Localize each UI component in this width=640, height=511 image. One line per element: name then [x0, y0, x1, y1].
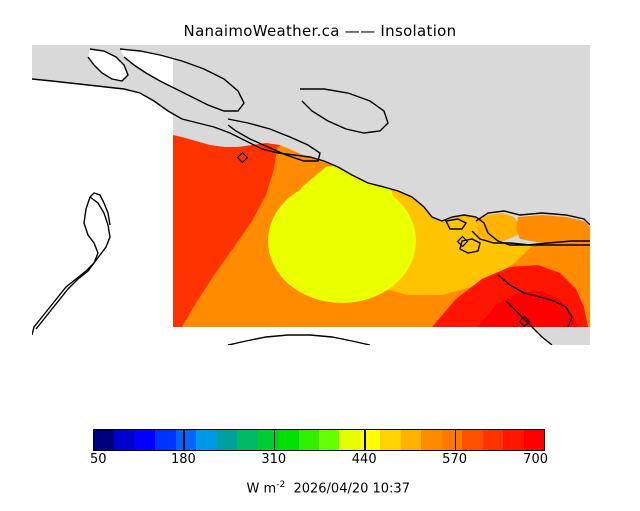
colorbar-tick-310	[273, 429, 276, 451]
coastline-inlet-arm	[227, 118, 321, 162]
colorbar-swatch-21	[523, 430, 544, 450]
inlet-north-west	[88, 49, 128, 81]
colorbar-tick-180	[183, 429, 185, 451]
colorbar-units-exponent: -2	[276, 480, 286, 490]
coastline-island-west-inner	[35, 196, 111, 330]
colorbar-timestamp: 2026/04/20 10:37	[293, 481, 410, 497]
coastline-inlet-mid	[119, 48, 245, 112]
colorbar-tick-440	[364, 429, 366, 451]
map-panel[interactable]	[32, 45, 590, 345]
coastline-north	[32, 78, 590, 246]
colorbar-tick-label-310: 310	[261, 452, 287, 467]
colorbar-timestamp-sep	[285, 481, 293, 496]
coastline-inlet-east	[300, 88, 389, 134]
colorbar-swatch-9	[278, 430, 299, 450]
colorbar-swatch-8	[257, 430, 279, 450]
colorbar-units: W m	[246, 481, 277, 497]
map-svg[interactable]	[32, 45, 590, 345]
land-overlay	[32, 45, 590, 245]
coastline-island-west	[32, 196, 99, 336]
colorbar-tick-labels: 50 180 310 440 570 700	[0, 452, 640, 468]
colorbar-gradient[interactable]	[93, 429, 545, 451]
fjord-arm-fill-east	[516, 215, 590, 243]
coastline-islet-b	[444, 218, 468, 230]
insolation-map-page: NanaimoWeather.ca —— Insolation	[0, 22, 640, 497]
colorbar-swatch-6	[216, 430, 238, 450]
colorbar-caption: W m-2 2026/04/20 10:37	[0, 465, 640, 511]
colorbar-swatch-18	[462, 430, 483, 450]
coastline-inlet-nw	[87, 48, 129, 82]
coastline-fjord-arm	[471, 230, 590, 246]
land-north-coast	[173, 45, 590, 245]
colorbar-tick-570	[454, 429, 457, 451]
coastline-islet-a	[459, 238, 481, 254]
colorbar-tick-label-570: 570	[442, 452, 468, 467]
colorbar-swatch-5	[196, 430, 217, 450]
coastline-island-west-tip	[89, 192, 111, 226]
colorbar-swatch-17	[441, 430, 463, 450]
colorbar-swatch-20	[503, 430, 524, 450]
fjord-arm-fill	[476, 213, 520, 241]
colorbar-ticks	[93, 429, 545, 451]
coastline-southeast	[505, 300, 553, 345]
colorbar-swatch-3	[155, 430, 176, 450]
colorbar-tick-label-50: 50	[90, 452, 107, 467]
colorbar-swatch-19	[482, 430, 504, 450]
colorbar-swatch-10	[298, 430, 319, 450]
colorbar-swatch-11	[318, 430, 340, 450]
colorbar-swatch-14	[380, 430, 401, 450]
colorbar-swatch-7	[237, 430, 258, 450]
station-marker-diamond[interactable]	[518, 315, 531, 328]
colorbar-swatch-4	[175, 430, 197, 450]
colorbar-swatch-15	[400, 430, 422, 450]
station-marker-diamond[interactable]	[236, 151, 249, 164]
station-markers[interactable]	[236, 151, 531, 328]
coastline-fjord-arm-north	[475, 210, 590, 226]
coastline-island-south-a	[227, 334, 371, 345]
page-title: NanaimoWeather.ca —— Insolation	[183, 22, 457, 40]
colorbar-tick-label-700: 700	[523, 452, 548, 467]
station-marker-diamond[interactable]	[456, 235, 469, 248]
colorbar-tick-label-440: 440	[351, 452, 377, 467]
colorbar-swatch-12	[339, 430, 360, 450]
colorbar-swatch-1	[114, 430, 135, 450]
colorbar-tick-label-180: 180	[170, 452, 196, 467]
colorbar[interactable]	[93, 429, 545, 451]
colorbar-swatch-2	[134, 430, 156, 450]
colorbar-swatch-16	[421, 430, 442, 450]
coastline-group	[32, 48, 590, 345]
coastline-southeast-bay	[497, 274, 573, 328]
colorbar-swatch-0	[94, 430, 115, 450]
